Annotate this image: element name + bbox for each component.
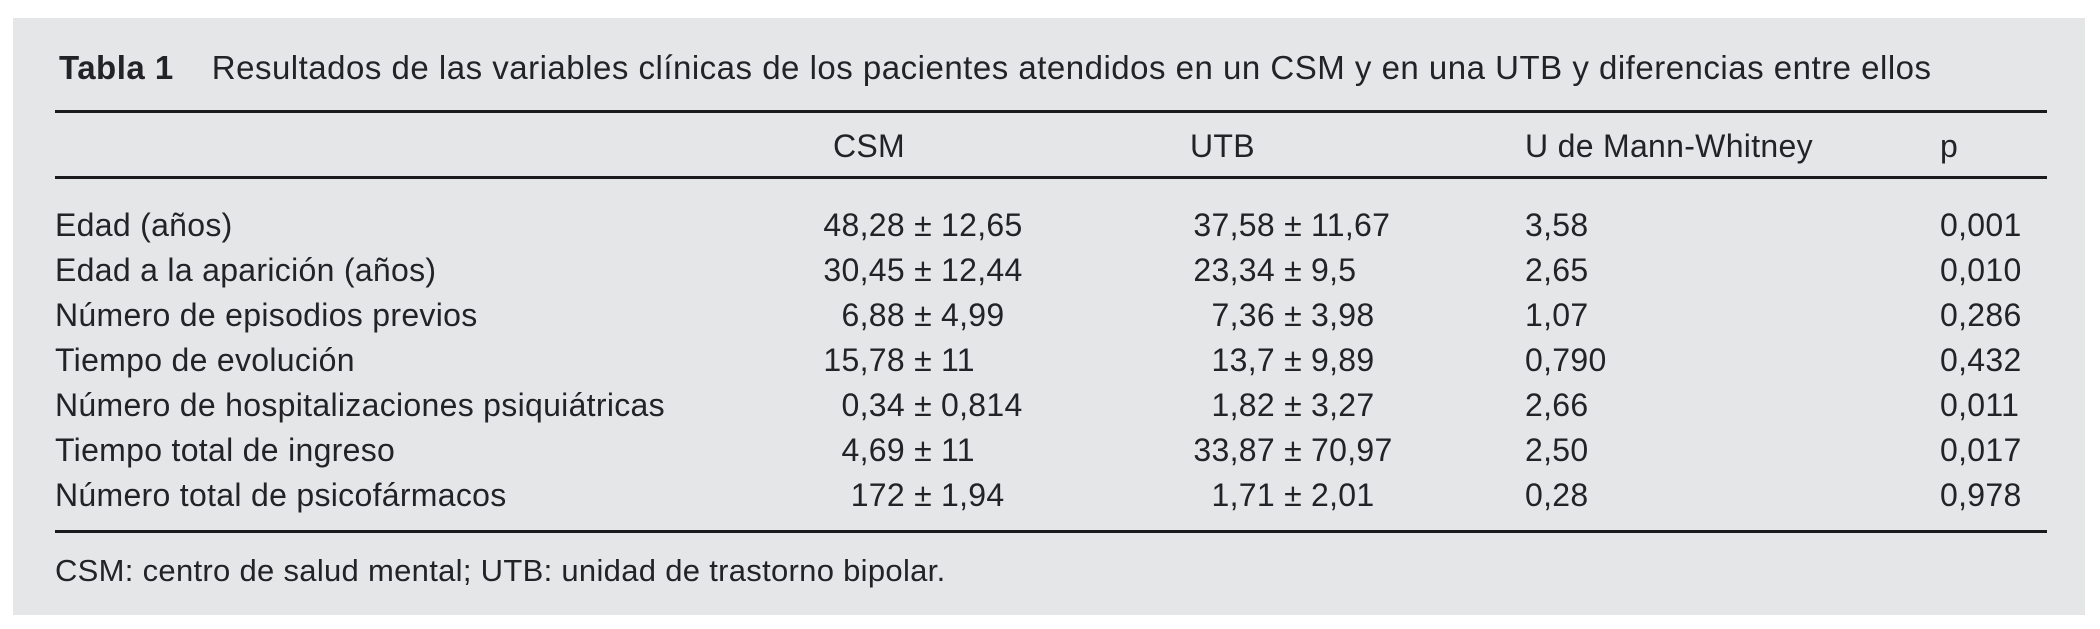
table-caption: Tabla 1 Resultados de las variables clín… — [13, 18, 2085, 110]
csm-value-mean: 172 — [850, 477, 905, 513]
table-row: Número total de psicofármacos 172 ±1,94 1,7… — [55, 473, 2047, 518]
table-title-text: Resultados de las variables clínicas de … — [211, 49, 1932, 86]
rule-bottom — [55, 530, 2047, 533]
table-row: Edad (años) 48,28 ±12,65 37,58 ±11,67 3,58 0,0… — [55, 203, 2047, 248]
mann-whitney-value: 2,65 — [1525, 252, 1589, 288]
plus-minus-sign: ± — [1284, 342, 1302, 378]
plus-minus-sign: ± — [914, 432, 932, 468]
csm-value-sd: 1,94 — [941, 477, 1005, 513]
utb-value: 37,58 ±11,67 — [1160, 207, 1525, 244]
utb-value-sd: 3,98 — [1311, 297, 1375, 333]
csm-value-mean: 15,78 — [823, 342, 905, 378]
csm-value-sd: 12,44 — [941, 252, 1023, 288]
csm-value-mean: 6,88 — [841, 297, 905, 333]
table-header-row: CSM UTB U de Mann-Whitney p — [55, 113, 2047, 176]
plus-minus-sign: ± — [1284, 297, 1302, 333]
utb-value-sd: 70,97 — [1311, 432, 1393, 468]
mann-whitney-value: 2,66 — [1525, 387, 1589, 423]
rule-header-bottom — [55, 176, 2047, 179]
row-label: Número de hospitalizaciones psiquiátrica… — [55, 387, 665, 423]
utb-value-sd: 11,67 — [1311, 207, 1391, 243]
table-row: Tiempo total de ingreso 4,69 ±11 33,87 ±70,9… — [55, 428, 2047, 473]
mann-whitney-value: 3,58 — [1525, 207, 1589, 243]
utb-value-mean: 1,71 — [1211, 477, 1275, 513]
csm-value-mean: 0,34 — [841, 387, 905, 423]
rule-top — [55, 110, 2047, 113]
column-header-mann-whitney: U de Mann-Whitney — [1525, 128, 1813, 164]
utb-value-mean: 13,7 — [1211, 342, 1275, 378]
table-row: Número de hospitalizaciones psiquiátrica… — [55, 383, 2047, 428]
mann-whitney-value: 0,790 — [1525, 342, 1607, 378]
plus-minus-sign: ± — [914, 342, 932, 378]
p-value: 0,017 — [1940, 432, 2022, 468]
table-row: Edad a la aparición (años) 30,45 ±12,44 23,… — [55, 248, 2047, 293]
plus-minus-sign: ± — [914, 387, 932, 423]
table-number-label: Tabla 1 — [59, 49, 174, 86]
table-row: Tiempo de evolución 15,78 ±11 13,7 ±9,89 0,79… — [55, 338, 2047, 383]
utb-value: 7,36 ±3,98 — [1160, 297, 1525, 334]
plus-minus-sign: ± — [914, 207, 932, 243]
utb-value: 23,34 ±9,5 — [1160, 252, 1525, 289]
row-label: Edad (años) — [55, 207, 233, 243]
utb-value-mean: 33,87 — [1193, 432, 1275, 468]
mann-whitney-value: 0,28 — [1525, 477, 1589, 513]
column-header-utb: UTB — [1190, 128, 1255, 164]
p-value: 0,286 — [1940, 297, 2022, 333]
csm-value: 4,69 ±11 — [790, 432, 1160, 469]
plus-minus-sign: ± — [1284, 387, 1302, 423]
row-label: Tiempo de evolución — [55, 342, 355, 378]
csm-value-sd: 4,99 — [941, 297, 1005, 333]
row-label: Tiempo total de ingreso — [55, 432, 396, 468]
table-panel: Tabla 1 Resultados de las variables clín… — [13, 18, 2085, 615]
plus-minus-sign: ± — [1284, 477, 1302, 513]
mann-whitney-value: 2,50 — [1525, 432, 1589, 468]
row-label: Número de episodios previos — [55, 297, 478, 333]
utb-value-mean: 7,36 — [1211, 297, 1275, 333]
plus-minus-sign: ± — [1284, 252, 1302, 288]
csm-value-sd: 11 — [941, 342, 975, 378]
utb-value-mean: 23,34 — [1193, 252, 1275, 288]
utb-value-sd: 3,27 — [1311, 387, 1375, 423]
utb-value: 1,71 ±2,01 — [1160, 477, 1525, 514]
mann-whitney-value: 1,07 — [1525, 297, 1589, 333]
plus-minus-sign: ± — [914, 297, 932, 333]
plus-minus-sign: ± — [914, 252, 932, 288]
utb-value-sd: 9,5 — [1311, 252, 1357, 288]
column-header-csm: CSM — [833, 128, 906, 164]
csm-value-mean: 30,45 — [823, 252, 905, 288]
p-value: 0,432 — [1940, 342, 2022, 378]
csm-value: 6,88 ±4,99 — [790, 297, 1160, 334]
csm-value: 30,45 ±12,44 — [790, 252, 1160, 289]
plus-minus-sign: ± — [1284, 207, 1302, 243]
column-header-p: p — [1940, 128, 1959, 164]
csm-value-sd: 12,65 — [941, 207, 1023, 243]
p-value: 0,010 — [1940, 252, 2022, 288]
plus-minus-sign: ± — [1284, 432, 1302, 468]
csm-value: 172 ±1,94 — [790, 477, 1160, 514]
utb-value: 33,87 ±70,97 — [1160, 432, 1525, 469]
csm-value-sd: 11 — [941, 432, 975, 468]
utb-value-sd: 2,01 — [1311, 477, 1375, 513]
table-footnote: CSM: centro de salud mental; UTB: unidad… — [55, 553, 946, 588]
table-body: Edad (años) 48,28 ±12,65 37,58 ±11,67 3,58 0,0… — [55, 179, 2047, 530]
csm-value: 48,28 ±12,65 — [790, 207, 1160, 244]
p-value: 0,001 — [1940, 207, 2022, 243]
utb-value: 13,7 ±9,89 — [1160, 342, 1525, 379]
p-value: 0,011 — [1940, 387, 2020, 423]
utb-value-sd: 9,89 — [1311, 342, 1375, 378]
plus-minus-sign: ± — [914, 477, 932, 513]
utb-value-mean: 37,58 — [1193, 207, 1275, 243]
row-label: Número total de psicofármacos — [55, 477, 507, 513]
csm-value-mean: 4,69 — [841, 432, 905, 468]
row-label: Edad a la aparición (años) — [55, 252, 437, 288]
utb-value-mean: 1,82 — [1211, 387, 1275, 423]
utb-value: 1,82 ±3,27 — [1160, 387, 1525, 424]
csm-value-sd: 0,814 — [941, 387, 1023, 423]
csm-value-mean: 48,28 — [823, 207, 905, 243]
p-value: 0,978 — [1940, 477, 2022, 513]
csm-value: 0,34 ±0,814 — [790, 387, 1160, 424]
csm-value: 15,78 ±11 — [790, 342, 1160, 379]
table-row: Número de episodios previos 6,88 ±4,99 7,36… — [55, 293, 2047, 338]
